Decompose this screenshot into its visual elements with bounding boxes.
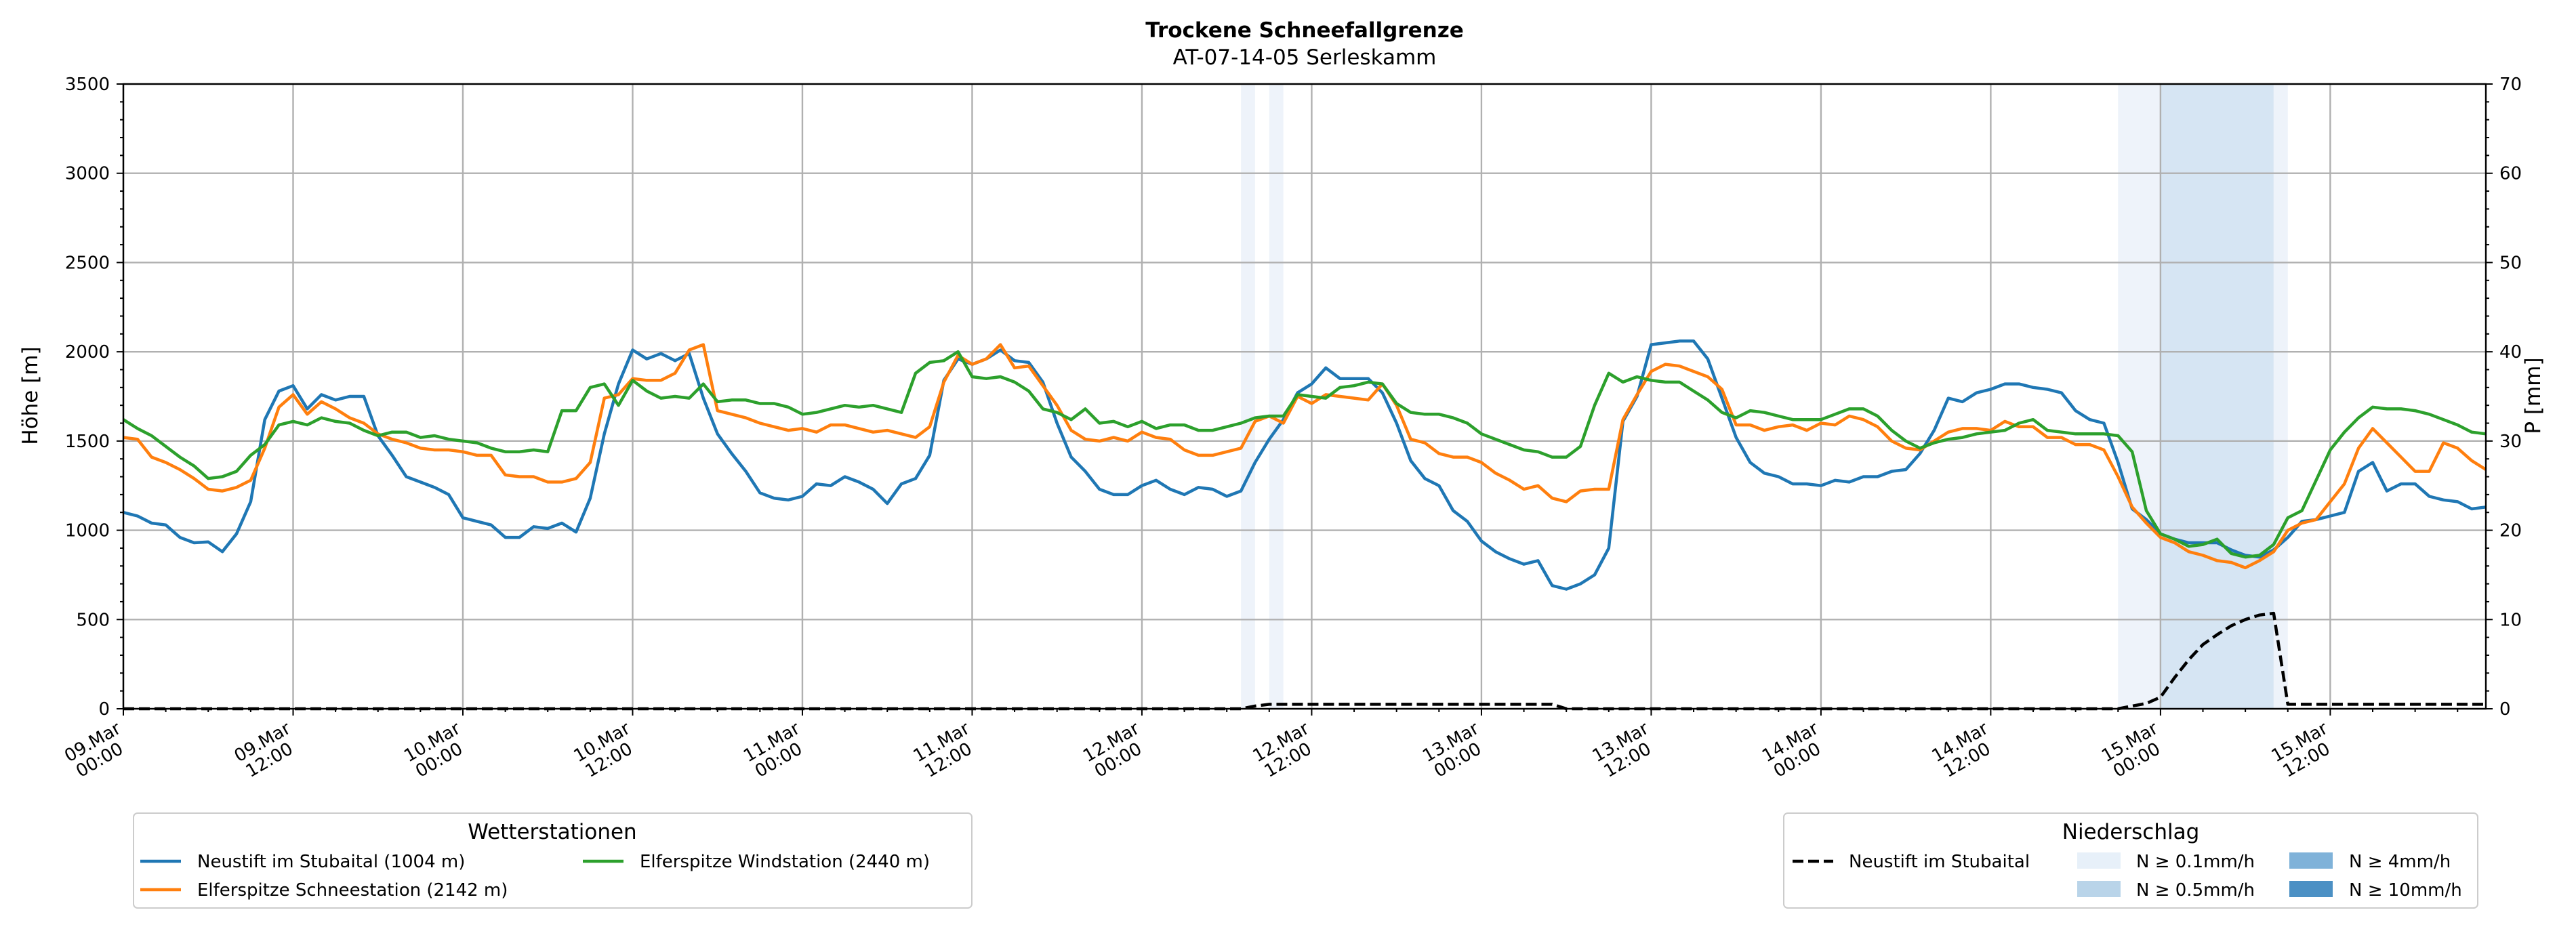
precipitation-bands bbox=[1241, 84, 2288, 709]
series-line-2 bbox=[122, 350, 2487, 559]
chart-subtitle: AT-07-14-05 Serleskamm bbox=[1173, 45, 1437, 70]
legend-swatch-level-2 bbox=[2289, 852, 2333, 869]
left-tick-label-0: 0 bbox=[98, 699, 110, 720]
legend-swatch-level-0 bbox=[2077, 852, 2121, 869]
y-axis-label-left: Höhe [m] bbox=[18, 346, 43, 445]
series-line-0 bbox=[123, 339, 2487, 591]
left-tick-label-6: 3000 bbox=[65, 164, 110, 184]
legend-label-precip-line: Neustift im Stubaital bbox=[1849, 852, 2030, 872]
right-tick-label-7: 70 bbox=[2499, 75, 2522, 95]
legend-label-level-3: N ≥ 10mm/h bbox=[2349, 880, 2462, 901]
right-tick-label-5: 50 bbox=[2499, 253, 2522, 273]
legend-swatch-level-1 bbox=[2077, 881, 2121, 897]
right-tick-label-4: 40 bbox=[2499, 342, 2522, 363]
legend-label-windstation: Elferspitze Windstation (2440 m) bbox=[640, 852, 930, 872]
station-legend: Wetterstationen Neustift im Stubaital (1… bbox=[133, 812, 973, 909]
precip-band-2 bbox=[2118, 84, 2161, 709]
plot-frame bbox=[122, 83, 2487, 710]
precip-band-3 bbox=[2160, 84, 2274, 709]
left-tick-label-1: 500 bbox=[76, 610, 110, 630]
left-axis-ticks: 0 500 1000 1500 2000 2500 3000 3500 bbox=[65, 75, 123, 720]
right-tick-label-2: 20 bbox=[2499, 521, 2522, 541]
left-tick-label-7: 3500 bbox=[65, 75, 110, 95]
y-axis-label-right: P [mm] bbox=[2521, 357, 2546, 434]
station-legend-title: Wetterstationen bbox=[468, 820, 636, 844]
right-axis-ticks: 0 10 20 30 40 50 60 70 bbox=[2486, 75, 2522, 720]
left-tick-label-5: 2500 bbox=[65, 253, 110, 273]
legend-label-level-2: N ≥ 4mm/h bbox=[2349, 852, 2451, 872]
legend-label-schneestation: Elferspitze Schneestation (2142 m) bbox=[197, 880, 508, 901]
right-tick-label-3: 30 bbox=[2499, 432, 2522, 452]
precip-band-1 bbox=[1269, 84, 1284, 709]
precipitation-line bbox=[123, 611, 2486, 711]
precip-line-neustift bbox=[123, 611, 2486, 711]
legend-label-level-1: N ≥ 0.5mm/h bbox=[2136, 880, 2255, 901]
legend-label-level-0: N ≥ 0.1mm/h bbox=[2136, 852, 2255, 872]
precip-band-4 bbox=[2273, 84, 2288, 709]
right-tick-label-0: 0 bbox=[2499, 699, 2511, 720]
left-tick-label-4: 2000 bbox=[65, 342, 110, 363]
precipitation-legend: Niederschlag Neustift im Stubaital N ≥ 0… bbox=[1783, 812, 2478, 909]
series-line-1 bbox=[123, 343, 2487, 570]
legend-swatch-level-3 bbox=[2289, 881, 2333, 897]
left-tick-label-2: 1000 bbox=[65, 521, 110, 541]
precip-legend-title: Niederschlag bbox=[2062, 820, 2200, 844]
series-lines bbox=[122, 339, 2487, 591]
chart-title: Trockene Schneefallgrenze bbox=[1145, 18, 1464, 43]
left-tick-label-3: 1500 bbox=[65, 432, 110, 452]
right-tick-label-6: 60 bbox=[2499, 164, 2522, 184]
precip-band-0 bbox=[1241, 84, 1255, 709]
right-tick-label-1: 10 bbox=[2499, 610, 2522, 630]
legend-label-neustift: Neustift im Stubaital (1004 m) bbox=[197, 852, 465, 872]
